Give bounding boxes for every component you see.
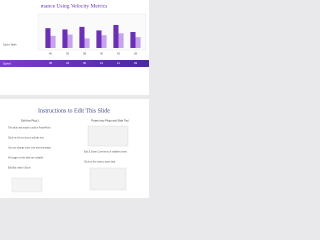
instruction: All images in this slide are editable <box>8 157 44 160</box>
page: {"slide1":{"title":"mance Using Velocity… <box>0 0 149 198</box>
bar <box>113 24 119 48</box>
instruction: Click on the chart to open data <box>84 161 116 164</box>
band-value: 34 <box>66 61 70 65</box>
bar <box>101 35 107 48</box>
bar <box>130 32 136 48</box>
instruction: You can change color, size and orientati… <box>8 147 52 150</box>
screenshot <box>89 167 127 191</box>
side-label: Sprint Table <box>3 43 17 47</box>
table-cell: 35 <box>66 52 69 56</box>
slide-title: Instructions to Edit This Slide <box>38 108 110 114</box>
chart-area <box>37 13 147 51</box>
table-cell: 38 <box>83 52 86 56</box>
slide-title: mance Using Velocity Metrics <box>41 3 108 9</box>
bar <box>84 38 90 48</box>
bar <box>67 34 73 48</box>
bar <box>79 26 85 48</box>
band-label: Sprint <box>3 61 11 65</box>
screen: mance Using Velocity Metrics Sprint Tabl… <box>0 0 149 198</box>
instruction: Edit & Share Comments of editable charts <box>84 151 128 154</box>
bar <box>45 28 51 48</box>
table-cell: 28 <box>134 52 137 56</box>
table-cell: 40 <box>49 52 52 56</box>
instruction: Click on the text box to edit the text <box>8 137 44 140</box>
bar <box>135 37 141 48</box>
heading: Protect any Plugs and Slide Tool <box>91 119 129 123</box>
heading: Edit Any Plug-1 <box>21 119 39 123</box>
band-value: 36 <box>83 61 87 65</box>
screenshot <box>87 125 129 147</box>
mini-chart <box>11 177 43 193</box>
table-cell: 42 <box>117 52 120 56</box>
bar <box>62 29 68 48</box>
band <box>0 60 149 67</box>
band-value: 11 <box>117 61 120 65</box>
instruction: Edit Bar chart in Excel <box>8 167 31 170</box>
band-value: 38 <box>49 61 53 65</box>
table-cell: 30 <box>100 52 103 56</box>
bar <box>96 30 102 48</box>
instruction: This slide was made to edit in PowerPoin… <box>8 127 51 130</box>
band-value: 21 <box>100 61 104 65</box>
band-value: 29 <box>134 61 138 65</box>
bar <box>118 33 124 48</box>
bar <box>50 35 56 48</box>
